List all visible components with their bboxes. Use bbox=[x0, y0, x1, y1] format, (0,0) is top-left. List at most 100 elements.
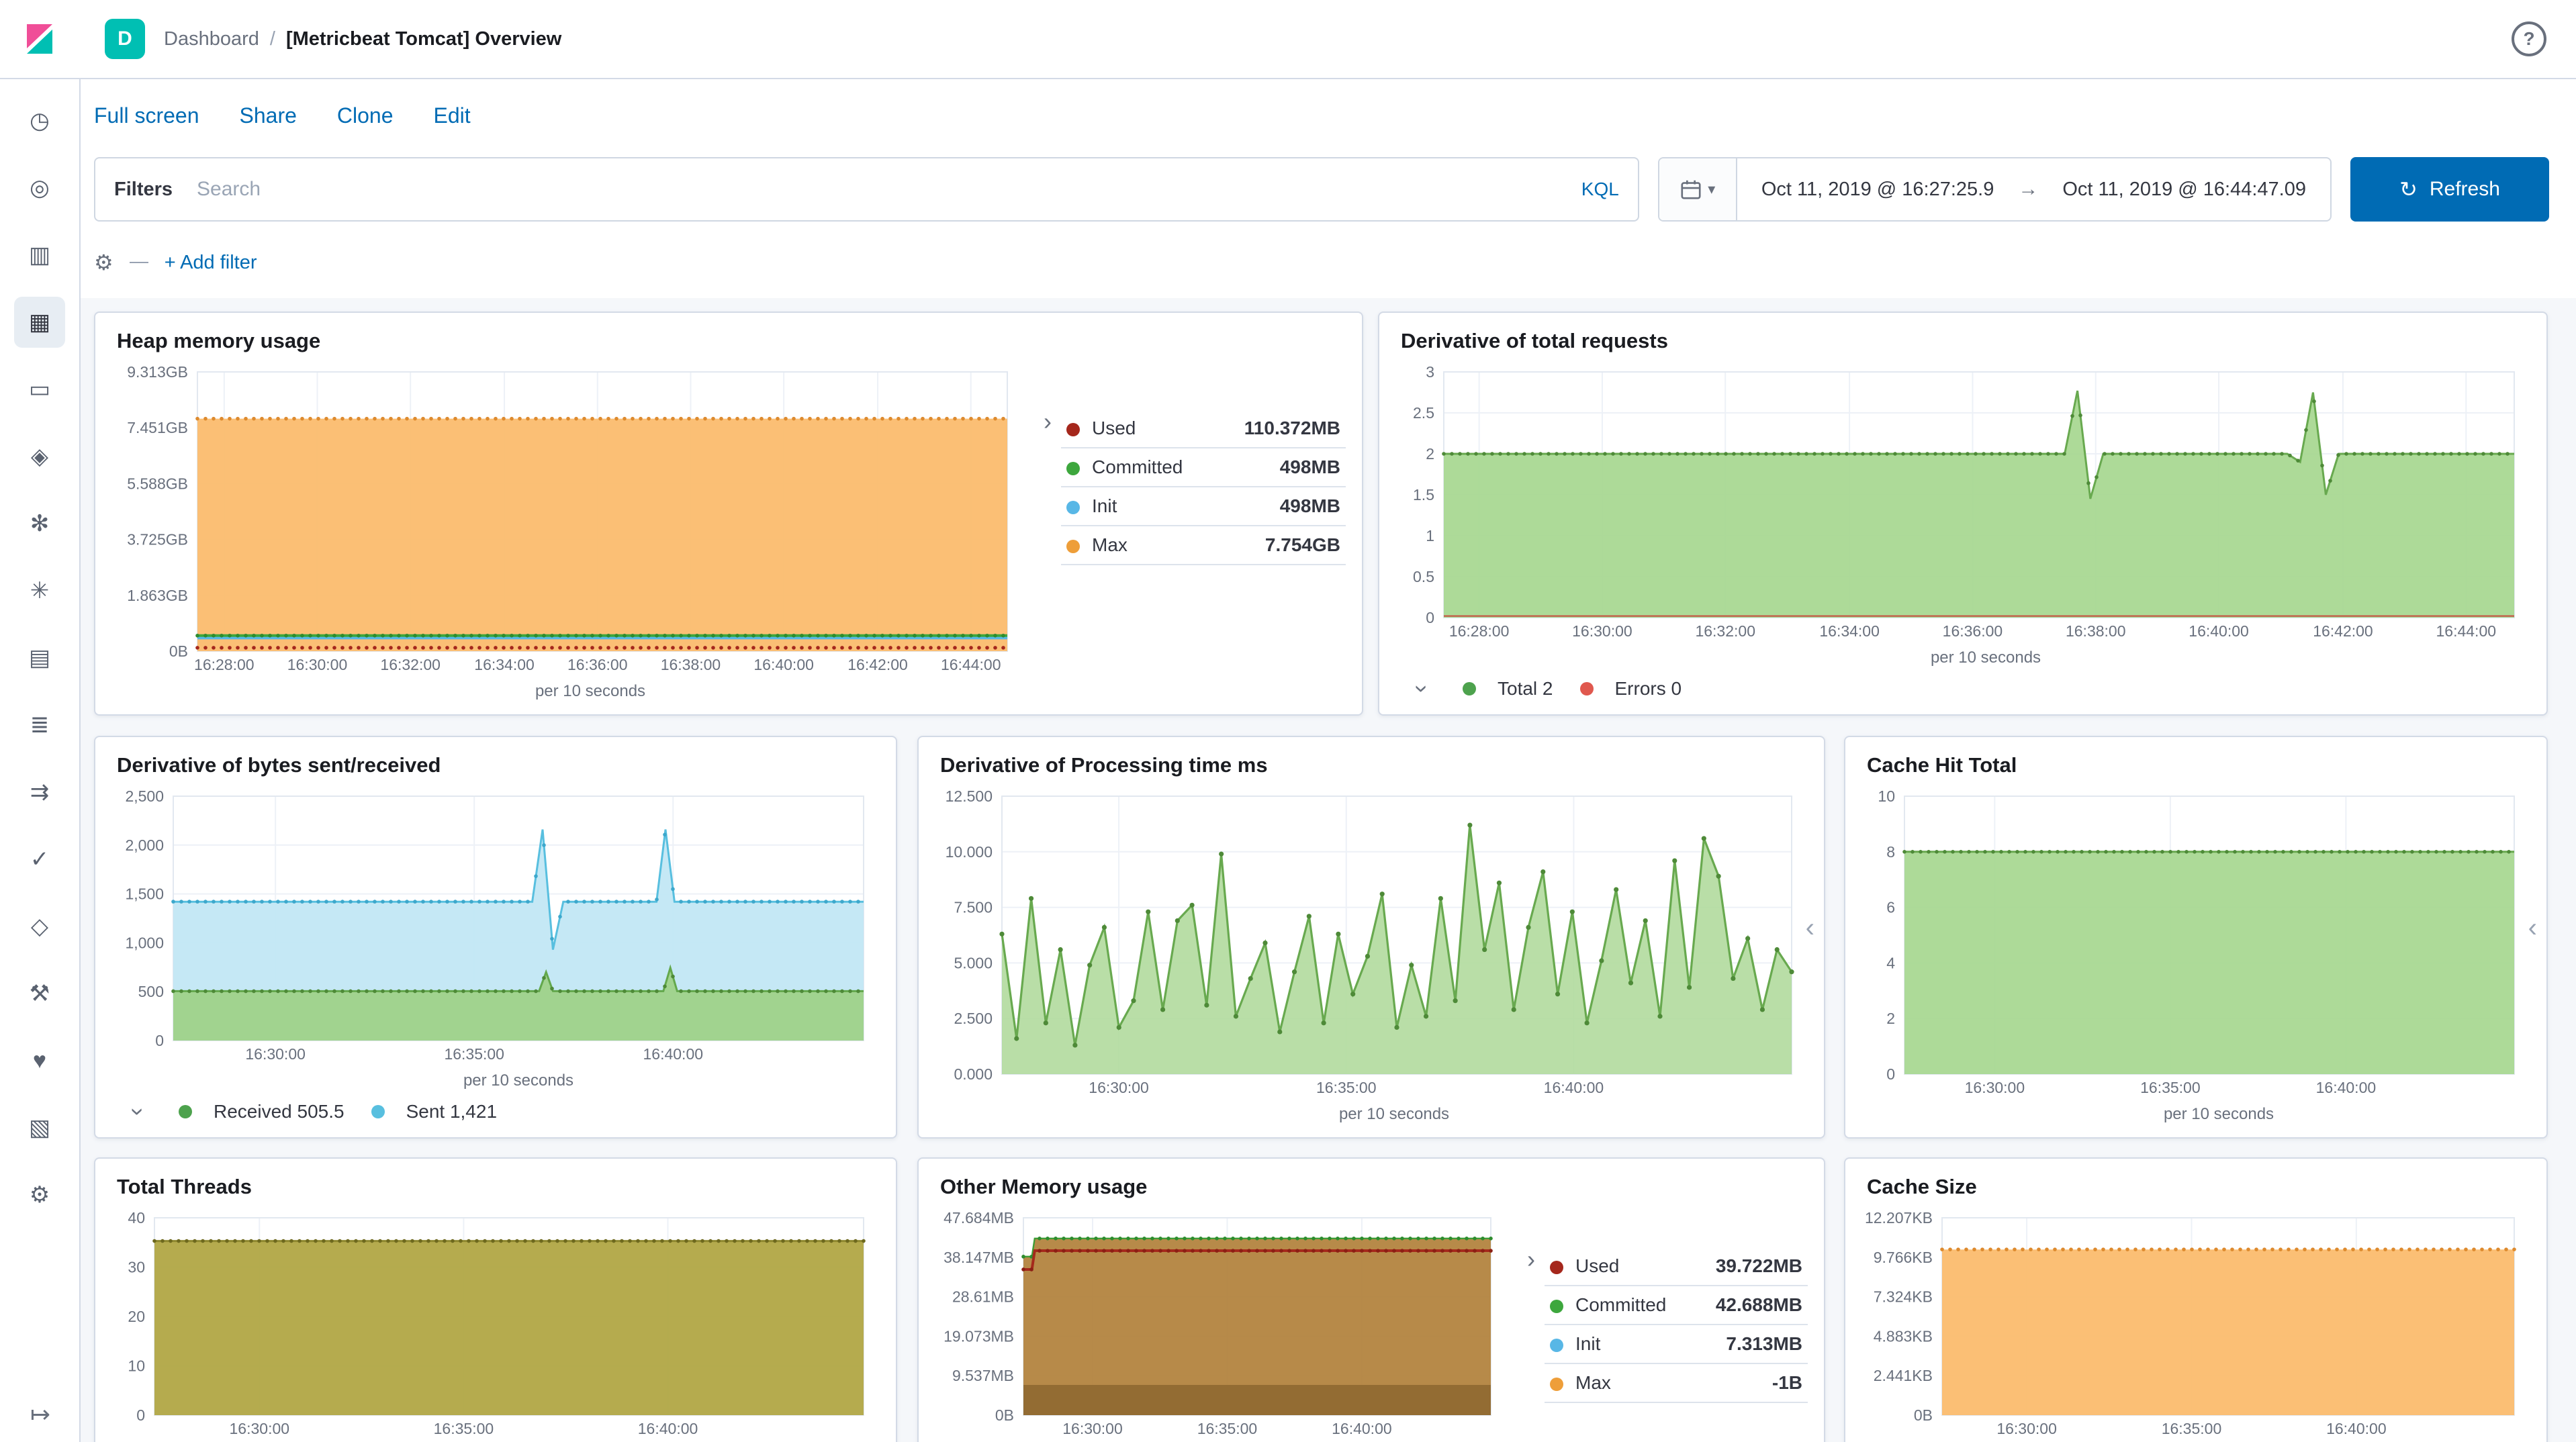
sidebar-item-graph[interactable]: ✳ bbox=[14, 565, 65, 616]
panel-title: Other Memory usage bbox=[940, 1175, 1148, 1198]
nav-collapse-icon[interactable]: ↦ bbox=[30, 1400, 51, 1428]
cache-hit-chart[interactable]: 10 8 6 4 2 0 16:30:00 16:35:00 16:40:00 bbox=[1861, 785, 2530, 1101]
refresh-button[interactable]: ↻ Refresh bbox=[2350, 157, 2549, 222]
sidebar-item-discover[interactable]: ◎ bbox=[14, 162, 65, 213]
panel-collapse-icon[interactable]: ‹ bbox=[2528, 913, 2537, 943]
sidebar-item-maps[interactable]: ◈ bbox=[14, 431, 65, 482]
legend-expand-icon[interactable]: › bbox=[1044, 407, 1052, 435]
sidebar-item-dashboard[interactable]: ▦ bbox=[14, 297, 65, 348]
date-picker-calendar-button[interactable]: ▾ bbox=[1659, 158, 1737, 220]
series-dot bbox=[1550, 1260, 1563, 1274]
machine-learning-icon: ✻ bbox=[30, 511, 50, 536]
bytes-chart[interactable]: 2,500 2,000 1,500 1,000 500 0 16:30:00 16:35:00… bbox=[111, 785, 880, 1067]
legend-item-received[interactable]: Received 505.5 bbox=[179, 1101, 344, 1122]
legend-expand-icon[interactable]: › bbox=[1527, 1245, 1535, 1273]
svg-text:16:30:00: 16:30:00 bbox=[1089, 1079, 1149, 1096]
edit-button[interactable]: Edit bbox=[433, 103, 471, 128]
dashboard-badge[interactable]: D bbox=[105, 19, 145, 59]
svg-text:10.000: 10.000 bbox=[946, 843, 993, 861]
sidebar-item-management[interactable]: ⚙ bbox=[14, 1169, 65, 1220]
recently-viewed-icon: ◷ bbox=[30, 108, 50, 134]
sidebar-nav: ◷ ◎ ▥ ▦ ▭ ◈ ✻ ✳ ▤ ≣ ⇉ ✓ ◇ ⚒ ♥ ▧ ⚙ ↦ bbox=[0, 79, 81, 1442]
bytes-legend: › Received 505.5 Sent 1,421 bbox=[111, 1093, 880, 1126]
filters-button[interactable]: Filters bbox=[114, 178, 173, 200]
svg-text:30: 30 bbox=[128, 1259, 145, 1276]
clone-button[interactable]: Clone bbox=[336, 103, 394, 128]
svg-text:12.500: 12.500 bbox=[946, 787, 993, 805]
filter-settings-gear-icon[interactable]: ⚙ bbox=[94, 250, 113, 275]
other-memory-chart[interactable]: 47.684MB 38.147MB 28.61MB 19.073MB 9.537MB 0B… bbox=[935, 1207, 1507, 1442]
sidebar-item-monitoring[interactable]: ♥ bbox=[14, 1035, 65, 1086]
breadcrumb-dashboard-link[interactable]: Dashboard bbox=[164, 28, 259, 50]
kibana-logo[interactable] bbox=[0, 0, 81, 78]
legend-item-total[interactable]: Total 2 bbox=[1463, 678, 1553, 700]
legend-row-used[interactable]: Used 39.722MB bbox=[1545, 1247, 1808, 1286]
series-value: 498MB bbox=[1198, 448, 1346, 487]
svg-text:16:30:00: 16:30:00 bbox=[1965, 1079, 2025, 1096]
svg-text:4: 4 bbox=[1886, 954, 1895, 971]
series-label: Committed bbox=[1092, 456, 1183, 477]
sidebar-item-reporting[interactable]: ▧ bbox=[14, 1102, 65, 1153]
chevron-down-icon: › bbox=[125, 1108, 152, 1116]
sidebar-item-uptime[interactable]: ✓ bbox=[14, 834, 65, 885]
kql-button[interactable]: KQL bbox=[1581, 179, 1619, 199]
legend-row-max[interactable]: Max 7.754GB bbox=[1061, 526, 1346, 565]
legend-row-init[interactable]: Init 7.313MB bbox=[1545, 1325, 1808, 1364]
sidebar-item-apm[interactable]: ⇉ bbox=[14, 767, 65, 818]
svg-text:0: 0 bbox=[136, 1406, 145, 1424]
svg-text:0: 0 bbox=[1426, 609, 1434, 626]
dashboard-icon: ▦ bbox=[28, 309, 51, 335]
main-area: Full screen Share Clone Edit Filters KQL bbox=[81, 79, 2576, 1442]
series-dot bbox=[1066, 422, 1080, 436]
legend-item-errors[interactable]: Errors 0 bbox=[1579, 678, 1682, 700]
sidebar-item-visualize[interactable]: ▥ bbox=[14, 230, 65, 281]
help-icon[interactable]: ? bbox=[2512, 21, 2546, 56]
legend-row-used[interactable]: Used 110.372MB bbox=[1061, 410, 1346, 448]
share-button[interactable]: Share bbox=[239, 103, 297, 128]
search-input[interactable] bbox=[194, 177, 1565, 202]
panel-processing-time: Derivative of Processing time ms ‹ 12.50… bbox=[917, 736, 1825, 1139]
svg-text:1.863GB: 1.863GB bbox=[127, 587, 188, 604]
total-requests-chart[interactable]: 3 2.5 2 1.5 1 0.5 0 16:28:00 16:30:00 16:32:00 16:… bbox=[1395, 361, 2530, 644]
legend-row-committed[interactable]: Committed 42.688MB bbox=[1545, 1286, 1808, 1325]
sidebar-item-machine-learning[interactable]: ✻ bbox=[14, 498, 65, 549]
sidebar-item-recently-viewed[interactable]: ◷ bbox=[14, 95, 65, 146]
panel-collapse-icon[interactable]: ‹ bbox=[1805, 913, 1814, 943]
total-threads-chart[interactable]: 40 30 20 10 0 16:30:00 16:35:00 16:40:00 bbox=[111, 1207, 880, 1442]
legend-row-init[interactable]: Init 498MB bbox=[1061, 487, 1346, 526]
series-label: Max bbox=[1575, 1372, 1611, 1393]
legend-table: Used 39.722MB Committed 42.688MB Init 7.… bbox=[1545, 1247, 1808, 1403]
svg-text:16:35:00: 16:35:00 bbox=[1316, 1079, 1377, 1096]
svg-text:16:35:00: 16:35:00 bbox=[2162, 1420, 2222, 1437]
legend-row-committed[interactable]: Committed 498MB bbox=[1061, 448, 1346, 487]
svg-text:7.451GB: 7.451GB bbox=[127, 419, 188, 436]
sidebar-item-siem[interactable]: ◇ bbox=[14, 901, 65, 952]
legend-item-sent[interactable]: Sent 1,421 bbox=[371, 1101, 497, 1122]
sidebar-item-logs[interactable]: ≣ bbox=[14, 700, 65, 751]
heap-memory-chart[interactable]: 9.313GB 7.451GB 5.588GB 3.725GB 1.863GB 0B 16:… bbox=[111, 361, 1023, 678]
sidebar-item-canvas[interactable]: ▭ bbox=[14, 364, 65, 415]
legend-row-max[interactable]: Max -1B bbox=[1545, 1363, 1808, 1403]
processing-time-chart[interactable]: 12.500 10.000 7.500 5.000 2.500 0.000 16:30:00… bbox=[935, 785, 1808, 1101]
date-end-button[interactable]: Oct 11, 2019 @ 16:44:47.09 bbox=[2062, 178, 2306, 200]
svg-text:16:40:00: 16:40:00 bbox=[638, 1420, 698, 1437]
top-header: D Dashboard / [Metricbeat Tomcat] Overvi… bbox=[0, 0, 2576, 79]
date-start-button[interactable]: Oct 11, 2019 @ 16:27:25.9 bbox=[1761, 178, 1994, 200]
panel-title: Derivative of Processing time ms bbox=[940, 753, 1268, 777]
breadcrumb-separator: / bbox=[269, 28, 275, 50]
cache-size-chart[interactable]: 12.207KB 9.766KB 7.324KB 4.883KB 2.441KB 0B 16… bbox=[1861, 1207, 2530, 1442]
full-screen-button[interactable]: Full screen bbox=[94, 103, 199, 128]
svg-text:9.537MB: 9.537MB bbox=[952, 1367, 1014, 1384]
series-dot bbox=[1550, 1338, 1563, 1352]
legend-collapse-icon[interactable]: › bbox=[125, 1100, 152, 1124]
sidebar-item-metrics[interactable]: ▤ bbox=[14, 632, 65, 683]
maps-icon: ◈ bbox=[30, 444, 49, 469]
add-filter-button[interactable]: + Add filter bbox=[164, 251, 257, 273]
series-label: Committed bbox=[1575, 1294, 1667, 1315]
x-axis-label: per 10 seconds bbox=[463, 1071, 574, 1090]
sidebar-item-dev-tools[interactable]: ⚒ bbox=[14, 968, 65, 1019]
legend-collapse-icon[interactable]: › bbox=[1409, 677, 1436, 701]
series-dot bbox=[371, 1105, 385, 1118]
discover-icon: ◎ bbox=[30, 175, 50, 201]
svg-text:5.588GB: 5.588GB bbox=[127, 475, 188, 492]
